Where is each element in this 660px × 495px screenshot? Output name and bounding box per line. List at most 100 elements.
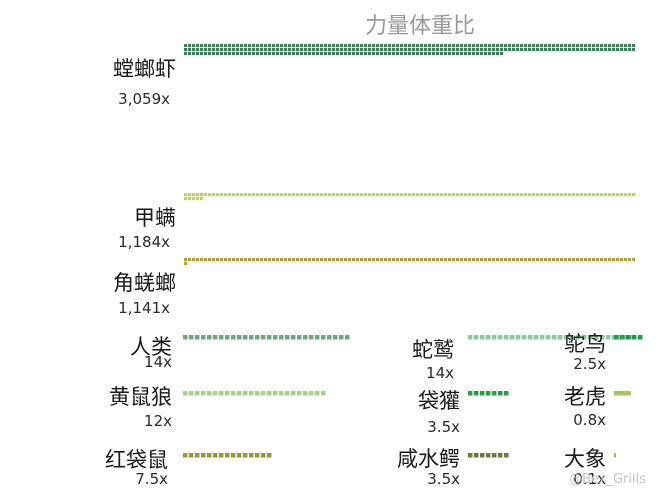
series-block-1 xyxy=(184,44,636,56)
waffle-cell xyxy=(236,44,240,48)
waffle-cell xyxy=(472,44,476,48)
waffle-cell xyxy=(388,48,392,52)
waffle-cell xyxy=(260,193,264,197)
waffle-cell xyxy=(360,48,364,52)
waffle-cell xyxy=(524,48,528,52)
waffle-cell xyxy=(456,48,460,52)
waffle-cell xyxy=(356,44,360,48)
waffle-cell xyxy=(464,258,468,262)
waffle-cell xyxy=(344,44,348,48)
waffle-cell xyxy=(255,453,260,458)
waffle-cell xyxy=(472,52,476,56)
waffle-cell xyxy=(288,258,292,262)
waffle-cell xyxy=(624,44,628,48)
waffle-cell xyxy=(620,44,624,48)
waffle-cell xyxy=(520,193,524,197)
waffle-cell xyxy=(492,193,496,197)
waffle-cell xyxy=(624,193,628,197)
waffle-cell xyxy=(208,258,212,262)
waffle-cell xyxy=(548,48,552,52)
waffle-cell xyxy=(220,193,224,197)
waffle-cell xyxy=(184,193,188,197)
waffle-cell xyxy=(288,193,292,197)
waffle-cell xyxy=(216,193,220,197)
waffle-cell xyxy=(368,44,372,48)
waffle-cell xyxy=(285,335,290,340)
waffle-cell xyxy=(480,453,485,458)
waffle-cell xyxy=(248,258,252,262)
waffle-cell xyxy=(312,48,316,52)
waffle-cell xyxy=(328,193,332,197)
waffle-cell xyxy=(400,48,404,52)
waffle-cell xyxy=(208,48,212,52)
waffle-cell xyxy=(588,48,592,52)
waffle-cell xyxy=(219,453,224,458)
waffle-cell xyxy=(204,44,208,48)
waffle-cell xyxy=(592,258,596,262)
waffle-cell xyxy=(468,258,472,262)
waffle-cell xyxy=(268,52,272,56)
waffle-cell xyxy=(200,258,204,262)
waffle-cell xyxy=(243,391,248,396)
series-label: 红袋鼠 xyxy=(105,448,168,472)
waffle-cell xyxy=(604,193,608,197)
series-value-label: 1,141x xyxy=(118,299,170,317)
waffle-cell xyxy=(212,44,216,48)
waffle-cell xyxy=(228,258,232,262)
waffle-cell xyxy=(228,193,232,197)
waffle-cell xyxy=(638,335,643,340)
waffle-cell xyxy=(304,48,308,52)
series-strip-5 xyxy=(183,391,326,396)
waffle-cell xyxy=(316,258,320,262)
waffle-cell xyxy=(224,44,228,48)
waffle-cell xyxy=(240,48,244,52)
waffle-cell xyxy=(213,335,218,340)
waffle-cell xyxy=(332,52,336,56)
waffle-cell xyxy=(452,52,456,56)
waffle-cell xyxy=(464,52,468,56)
waffle-cell xyxy=(620,193,624,197)
waffle-cell xyxy=(328,48,332,52)
waffle-cell xyxy=(510,335,515,340)
waffle-cell xyxy=(196,193,200,197)
waffle-cell xyxy=(236,52,240,56)
waffle-cell xyxy=(512,193,516,197)
waffle-cell xyxy=(249,335,254,340)
waffle-cell xyxy=(606,335,611,340)
waffle-cell xyxy=(220,44,224,48)
waffle-cell xyxy=(468,453,473,458)
waffle-cell xyxy=(540,258,544,262)
waffle-cell xyxy=(592,44,596,48)
waffle-cell xyxy=(388,258,392,262)
waffle-cell xyxy=(312,52,316,56)
waffle-cell xyxy=(428,52,432,56)
waffle-cell xyxy=(328,258,332,262)
waffle-cell xyxy=(464,193,468,197)
waffle-cell xyxy=(432,52,436,56)
waffle-cell xyxy=(504,453,509,458)
waffle-cell xyxy=(304,44,308,48)
waffle-cell xyxy=(232,44,236,48)
waffle-cell xyxy=(260,48,264,52)
waffle-cell xyxy=(315,391,320,396)
waffle-cell xyxy=(308,193,312,197)
waffle-cell xyxy=(320,52,324,56)
waffle-cell xyxy=(480,391,485,396)
waffle-cell xyxy=(372,258,376,262)
waffle-cell xyxy=(360,258,364,262)
waffle-cell xyxy=(244,52,248,56)
waffle-cell xyxy=(480,335,485,340)
waffle-cell xyxy=(380,193,384,197)
waffle-cell xyxy=(504,44,508,48)
series-value-label: 3,059x xyxy=(118,90,170,108)
waffle-cell xyxy=(384,44,388,48)
waffle-cell xyxy=(304,258,308,262)
waffle-cell xyxy=(552,193,556,197)
series-strip-10 xyxy=(614,335,643,340)
waffle-cell xyxy=(448,258,452,262)
waffle-cell xyxy=(316,52,320,56)
waffle-cell xyxy=(285,391,290,396)
waffle-cell xyxy=(484,52,488,56)
waffle-cell xyxy=(280,258,284,262)
waffle-cell xyxy=(208,44,212,48)
